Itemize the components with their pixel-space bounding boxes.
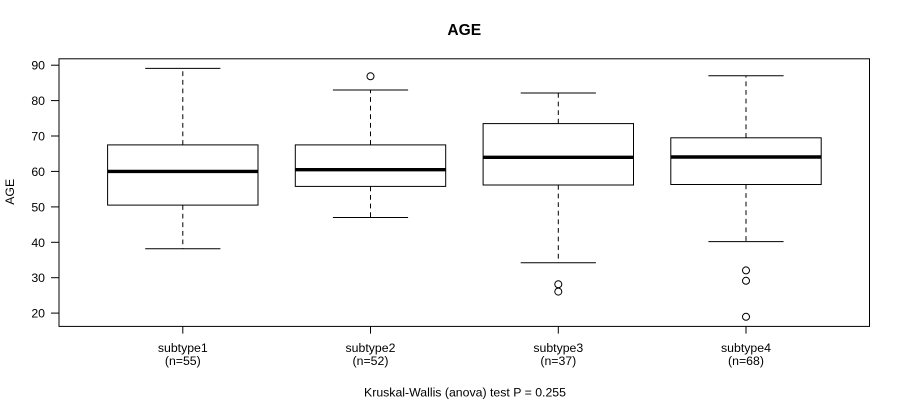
svg-text:30: 30 xyxy=(31,271,45,285)
svg-text:Kruskal-Wallis (anova) test P: Kruskal-Wallis (anova) test P = 0.255 xyxy=(364,385,566,399)
svg-text:90: 90 xyxy=(31,59,45,73)
svg-text:80: 80 xyxy=(31,94,45,108)
svg-text:(n=52): (n=52) xyxy=(353,354,389,368)
svg-text:60: 60 xyxy=(31,165,45,179)
svg-text:AGE: AGE xyxy=(447,22,481,39)
svg-text:subtype3: subtype3 xyxy=(533,341,583,355)
svg-text:AGE: AGE xyxy=(3,179,17,205)
svg-text:50: 50 xyxy=(31,200,45,214)
svg-text:subtype4: subtype4 xyxy=(721,341,771,355)
svg-text:subtype2: subtype2 xyxy=(346,341,396,355)
svg-text:20: 20 xyxy=(31,307,45,321)
svg-text:70: 70 xyxy=(31,130,45,144)
svg-text:40: 40 xyxy=(31,236,45,250)
svg-text:subtype1: subtype1 xyxy=(158,341,208,355)
svg-text:(n=37): (n=37) xyxy=(540,354,576,368)
svg-text:(n=55): (n=55) xyxy=(165,354,201,368)
svg-text:(n=68): (n=68) xyxy=(728,354,764,368)
